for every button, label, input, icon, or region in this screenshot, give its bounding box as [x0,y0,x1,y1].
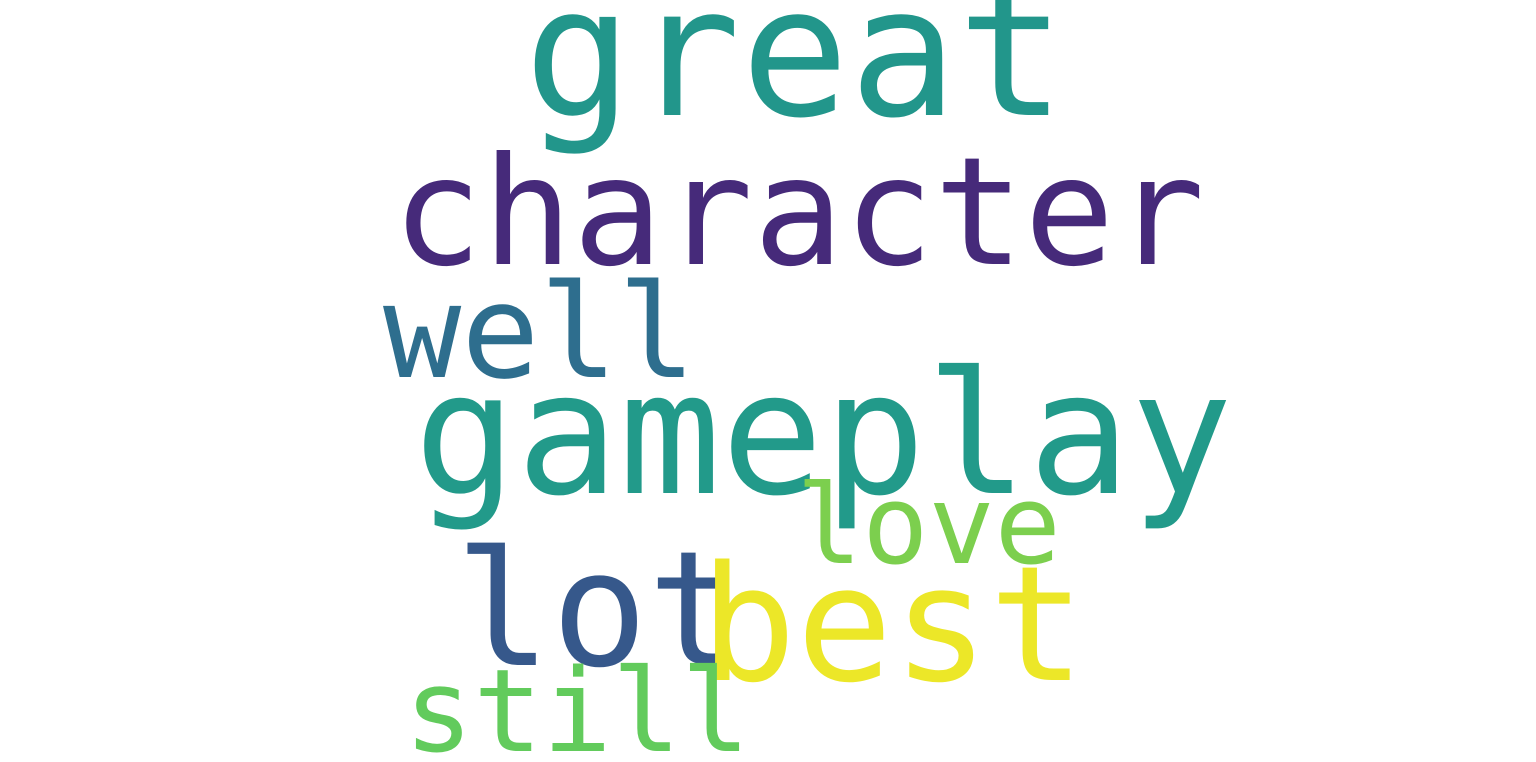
word-character: character [392,126,1205,300]
word-gameplay: gameplay [414,336,1233,534]
word-well: well [383,256,697,408]
word-lot: lot [455,516,744,703]
word-best: best [700,531,1086,718]
word-still: still [404,645,751,762]
word-love: love [796,461,1061,589]
word-great: great [524,0,1066,158]
